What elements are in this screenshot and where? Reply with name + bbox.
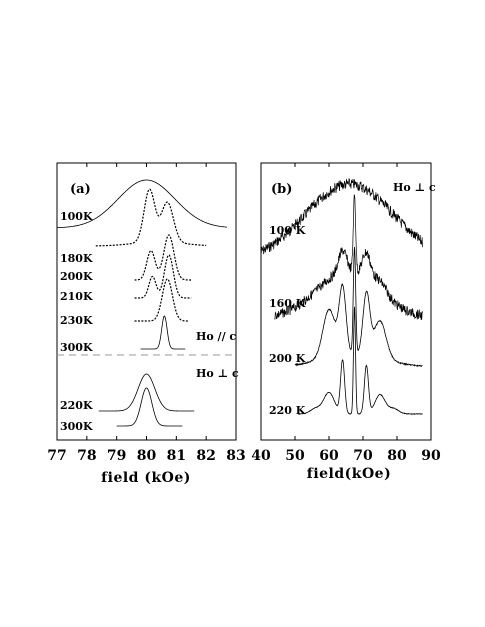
trace-label-a-100k: 100K: [60, 210, 93, 223]
annotation-ho-perp-c-a: Ho ⊥ c: [196, 367, 239, 380]
trace-a-300k-5: [140, 315, 186, 350]
trace-a-180k-1: [95, 188, 207, 247]
panel-a-x-tick-label: 81: [167, 448, 186, 464]
panel-b: (b) Ho ⊥ c 100 K 160 K 200 K 220 K 40 50 60 70…: [251, 162, 441, 482]
trace-a-300k-7: [116, 387, 183, 427]
panel-b-x-tick-label: 90: [421, 448, 441, 464]
trace-a-230k-4: [134, 278, 189, 322]
panel-b-x-ticks: 40 50 60 70 80 90: [251, 163, 441, 464]
panel-a-x-tick-label: 78: [77, 448, 96, 464]
trace-label-b-160-k: 160 K: [269, 297, 306, 310]
panel-a-traces: [56, 179, 228, 427]
panel-a-label: (a): [70, 182, 91, 197]
panel-b-label: (b): [271, 182, 292, 197]
trace-label-a-200k: 200K: [60, 270, 93, 283]
panel-a-x-tick-label: 77: [47, 448, 66, 464]
trace-label-a-210k: 210K: [60, 290, 93, 303]
trace-a-200k-2: [134, 234, 192, 281]
trace-b-160-k: [274, 194, 423, 321]
panel-a-x-ticks: 77 78 79 80 81 82 83: [47, 163, 246, 464]
panel-b-x-tick-label: 50: [285, 448, 305, 464]
panel-b-frame: [260, 162, 432, 441]
panel-b-x-tick-label: 60: [319, 448, 339, 464]
annotation-ho-perp-c-b: Ho ⊥ c: [393, 181, 436, 194]
trace-label-b-100-k: 100 K: [269, 224, 306, 237]
trace-label-b-200-k: 200 K: [269, 352, 306, 365]
panel-b-traces: [260, 178, 423, 415]
trace-label-a-300k: 300K: [60, 420, 93, 433]
panel-a-x-tick-label: 83: [226, 448, 245, 464]
trace-b-220-k: [298, 306, 423, 415]
trace-a-210k-3: [134, 254, 192, 299]
panel-a-trace-labels: 100K 180K 200K 210K 230K 300K 220K 300K: [60, 210, 93, 433]
trace-label-a-230k: 230K: [60, 314, 93, 327]
panel-b-trace-labels: 100 K 160 K 200 K 220 K: [269, 224, 306, 417]
trace-label-a-220k: 220K: [60, 399, 93, 412]
trace-label-a-180k: 180K: [60, 252, 93, 265]
panel-b-x-tick-label: 40: [251, 448, 271, 464]
panel-b-x-tick-label: 70: [353, 448, 373, 464]
panel-b-x-axis-label: field(kOe): [307, 466, 391, 482]
trace-b-100-k: [260, 178, 423, 255]
panel-a-x-tick-label: 80: [137, 448, 157, 464]
panel-a-x-axis-label: field (kOe): [101, 470, 191, 486]
panel-b-x-tick-label: 80: [387, 448, 407, 464]
annotation-ho-parallel-c: Ho // c: [196, 330, 236, 343]
panel-a: (a) Ho // c Ho ⊥ c 100K 180K 200K 210K 230K 3…: [47, 162, 246, 486]
panel-a-x-tick-label: 79: [107, 448, 126, 464]
panel-a-x-tick-label: 82: [196, 448, 215, 464]
trace-label-a-300k: 300K: [60, 341, 93, 354]
trace-a-100k-0: [56, 179, 228, 229]
trace-label-b-220-k: 220 K: [269, 404, 306, 417]
trace-a-220k-6: [98, 373, 195, 412]
trace-b-200-k: [294, 246, 423, 368]
